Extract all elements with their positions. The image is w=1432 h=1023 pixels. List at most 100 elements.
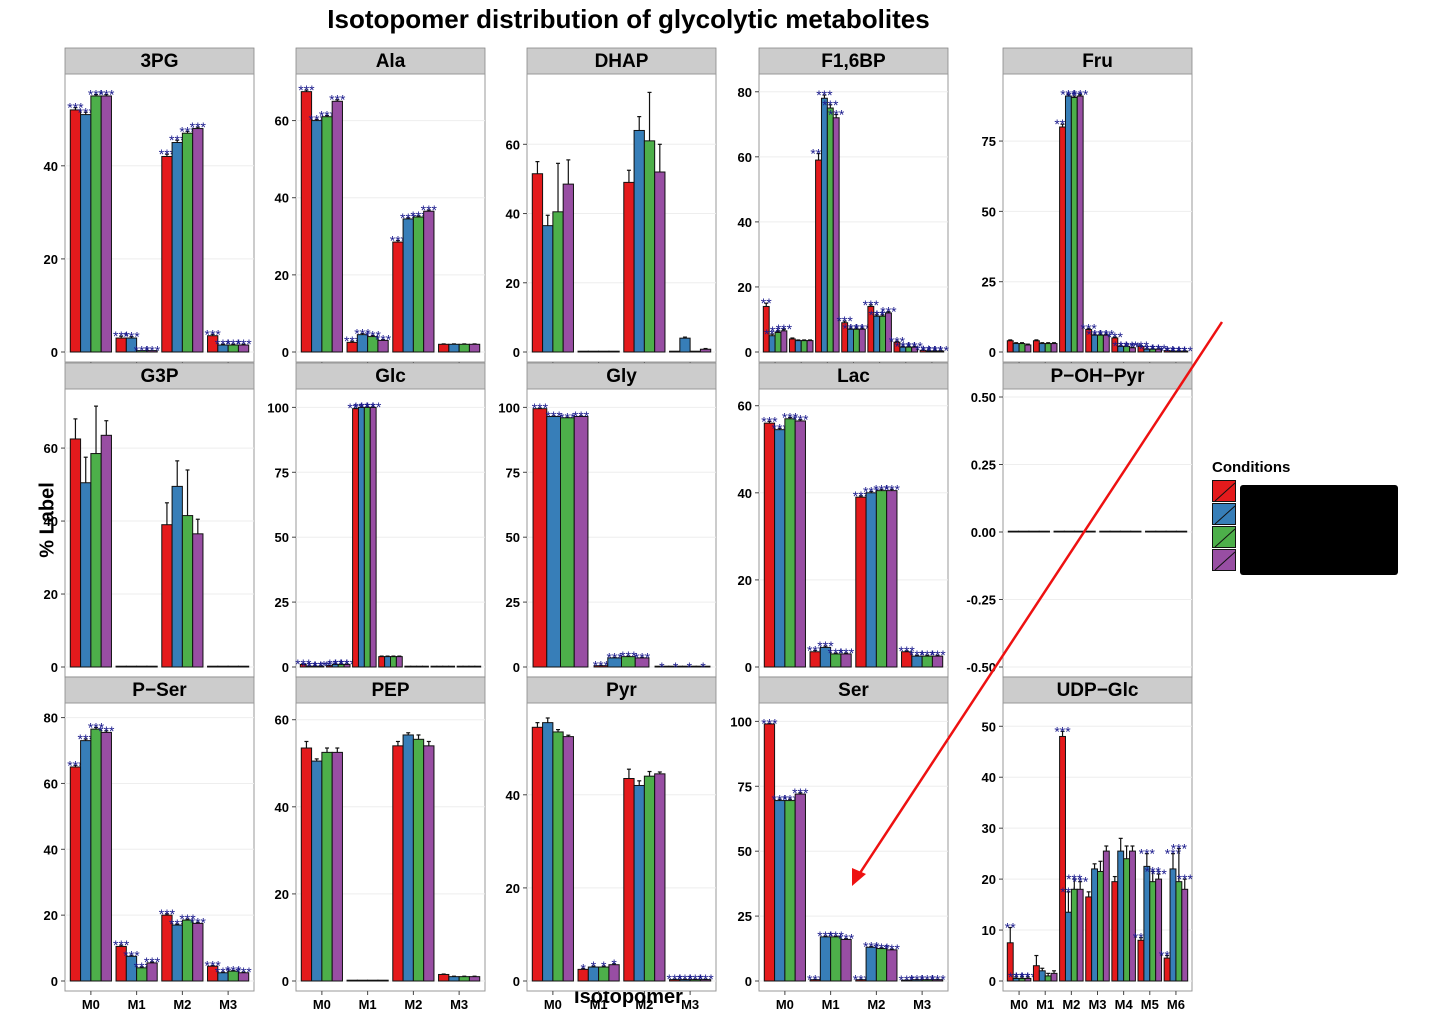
significance-label: *** — [78, 731, 95, 747]
significance-label: *** — [1150, 866, 1167, 882]
x-tick-label: M0 — [82, 997, 100, 1012]
facet-p-oh-pyr: P−OH−Pyr-0.50-0.250.000.250.50M0M1M2M3 — [966, 362, 1193, 698]
significance-label: * — [659, 659, 665, 675]
x-tick-label: M1 — [128, 997, 146, 1012]
y-tick-label: 40 — [738, 215, 752, 230]
bar — [1091, 868, 1098, 982]
bar — [1053, 530, 1065, 533]
y-tick-label: 25 — [506, 595, 520, 610]
y-tick-label: 50 — [506, 530, 520, 545]
bar — [1032, 965, 1040, 982]
significance-label: *** — [327, 656, 344, 672]
significance-label: *** — [873, 481, 890, 497]
significance-label: * — [700, 659, 706, 675]
significance-label: *** — [606, 649, 623, 665]
x-tick-label: M2 — [404, 997, 422, 1012]
facet-strip-label: Lac — [837, 366, 870, 387]
legend-key-3 — [1212, 526, 1236, 548]
bar — [542, 225, 554, 353]
significance-label: *** — [235, 964, 252, 980]
significance-label: *** — [776, 321, 793, 337]
significance-label: *** — [78, 104, 95, 120]
bar — [192, 128, 204, 353]
bar — [763, 422, 776, 668]
bar — [763, 723, 776, 982]
bar — [1024, 344, 1032, 353]
facet-strip — [758, 47, 949, 75]
bar — [402, 218, 414, 353]
bar — [774, 429, 786, 668]
significance-label: *** — [634, 649, 651, 665]
y-tick-label: 40 — [275, 800, 289, 815]
significance-label: *** — [863, 938, 880, 954]
bar — [468, 343, 481, 353]
significance-label: *** — [190, 119, 207, 135]
significance-label: *** — [375, 332, 392, 348]
bar — [1076, 95, 1084, 353]
significance-label: ** — [1005, 920, 1016, 936]
significance-label: *** — [225, 962, 242, 978]
significance-label: *** — [929, 971, 946, 987]
bar — [1169, 868, 1177, 982]
significance-label: *** — [67, 100, 84, 116]
x-tick-label: M3 — [1088, 997, 1106, 1012]
facet-g3p: G3P0204060M0M1M2M3 — [44, 362, 255, 698]
x-tick-label: M2 — [635, 997, 653, 1012]
significance-label: *** — [1145, 341, 1162, 357]
significance-label: *** — [113, 328, 130, 344]
significance-label: *** — [225, 336, 242, 352]
bar — [448, 343, 460, 353]
significance-label: *** — [235, 336, 252, 352]
bar — [1038, 530, 1050, 533]
significance-label: *** — [1171, 841, 1188, 857]
bar — [448, 976, 460, 982]
bar — [1123, 858, 1131, 982]
bar — [1018, 530, 1030, 533]
facet-strip — [295, 47, 486, 75]
y-tick-label: 0.25 — [971, 458, 996, 473]
bar — [410, 665, 418, 668]
significance-label: *** — [421, 202, 438, 218]
x-tick-label: M4 — [1115, 997, 1134, 1012]
significance-label: *** — [863, 484, 880, 500]
significance-label: *** — [400, 210, 417, 226]
bar — [784, 418, 796, 668]
bar — [458, 976, 470, 982]
y-tick-label: 30 — [982, 821, 996, 836]
bar — [1070, 96, 1078, 353]
bar — [321, 116, 333, 353]
panel-background — [295, 388, 486, 678]
significance-label: *** — [828, 645, 845, 661]
significance-label: *** — [298, 82, 315, 98]
significance-label: *** — [190, 914, 207, 930]
bar — [1175, 530, 1188, 533]
y-tick-label: 0 — [989, 345, 996, 360]
bar — [192, 922, 204, 982]
bar — [378, 656, 386, 668]
bar — [552, 211, 564, 353]
significance-label: *** — [559, 409, 576, 425]
bar — [1028, 530, 1040, 533]
x-tick-label: M1 — [1036, 997, 1054, 1012]
facet-dhap: DHAP0204060M0M1M2M3 — [506, 47, 717, 383]
facet-glc: Glc0255075100M0************M1***********… — [267, 362, 486, 698]
bar — [456, 665, 464, 668]
significance-label: *** — [1150, 341, 1167, 357]
bar — [321, 751, 333, 982]
bar — [623, 181, 635, 353]
x-tick-label: M2 — [867, 997, 885, 1012]
bar — [69, 109, 82, 353]
significance-label: *** — [838, 645, 855, 661]
y-tick-label: 25 — [275, 595, 289, 610]
significance-label: *** — [205, 326, 222, 342]
bar — [423, 210, 435, 353]
y-tick-label: 50 — [982, 204, 996, 219]
significance-label: *** — [344, 333, 361, 349]
significance-label: *** — [667, 971, 684, 987]
significance-label: *** — [854, 320, 871, 336]
significance-label: *** — [828, 928, 845, 944]
significance-label: *** — [573, 408, 590, 424]
panel-background — [758, 73, 949, 363]
significance-label: *** — [98, 87, 115, 103]
bar — [788, 338, 796, 353]
